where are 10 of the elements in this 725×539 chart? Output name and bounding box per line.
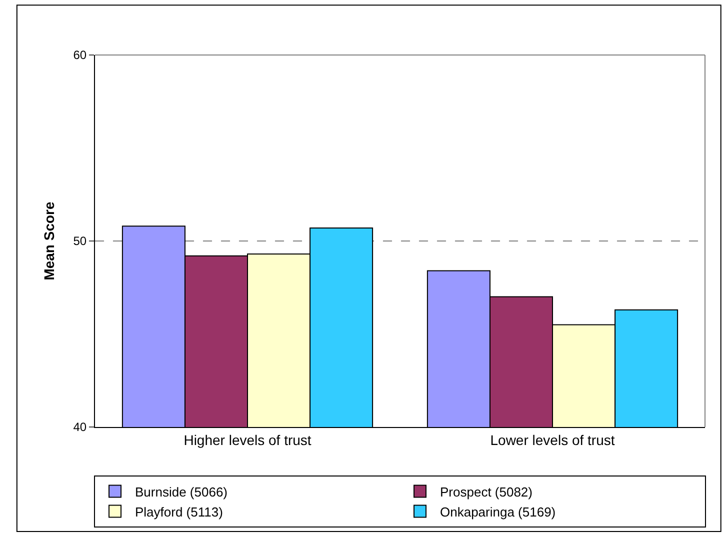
y-tick-label: 40 bbox=[73, 420, 87, 434]
legend-label: Prospect (5082) bbox=[440, 484, 532, 500]
y-axis-title: Mean Score bbox=[40, 201, 57, 280]
legend-label: Burnside (5066) bbox=[135, 484, 228, 500]
x-tick-label: Lower levels of trust bbox=[490, 432, 615, 448]
x-tick-label: Higher levels of trust bbox=[184, 432, 312, 448]
legend-label: Onkaparinga (5169) bbox=[440, 504, 556, 520]
legend-label: Playford (5113) bbox=[135, 504, 223, 520]
y-tick-label: 60 bbox=[73, 48, 87, 62]
y-tick-label: 50 bbox=[73, 234, 87, 248]
